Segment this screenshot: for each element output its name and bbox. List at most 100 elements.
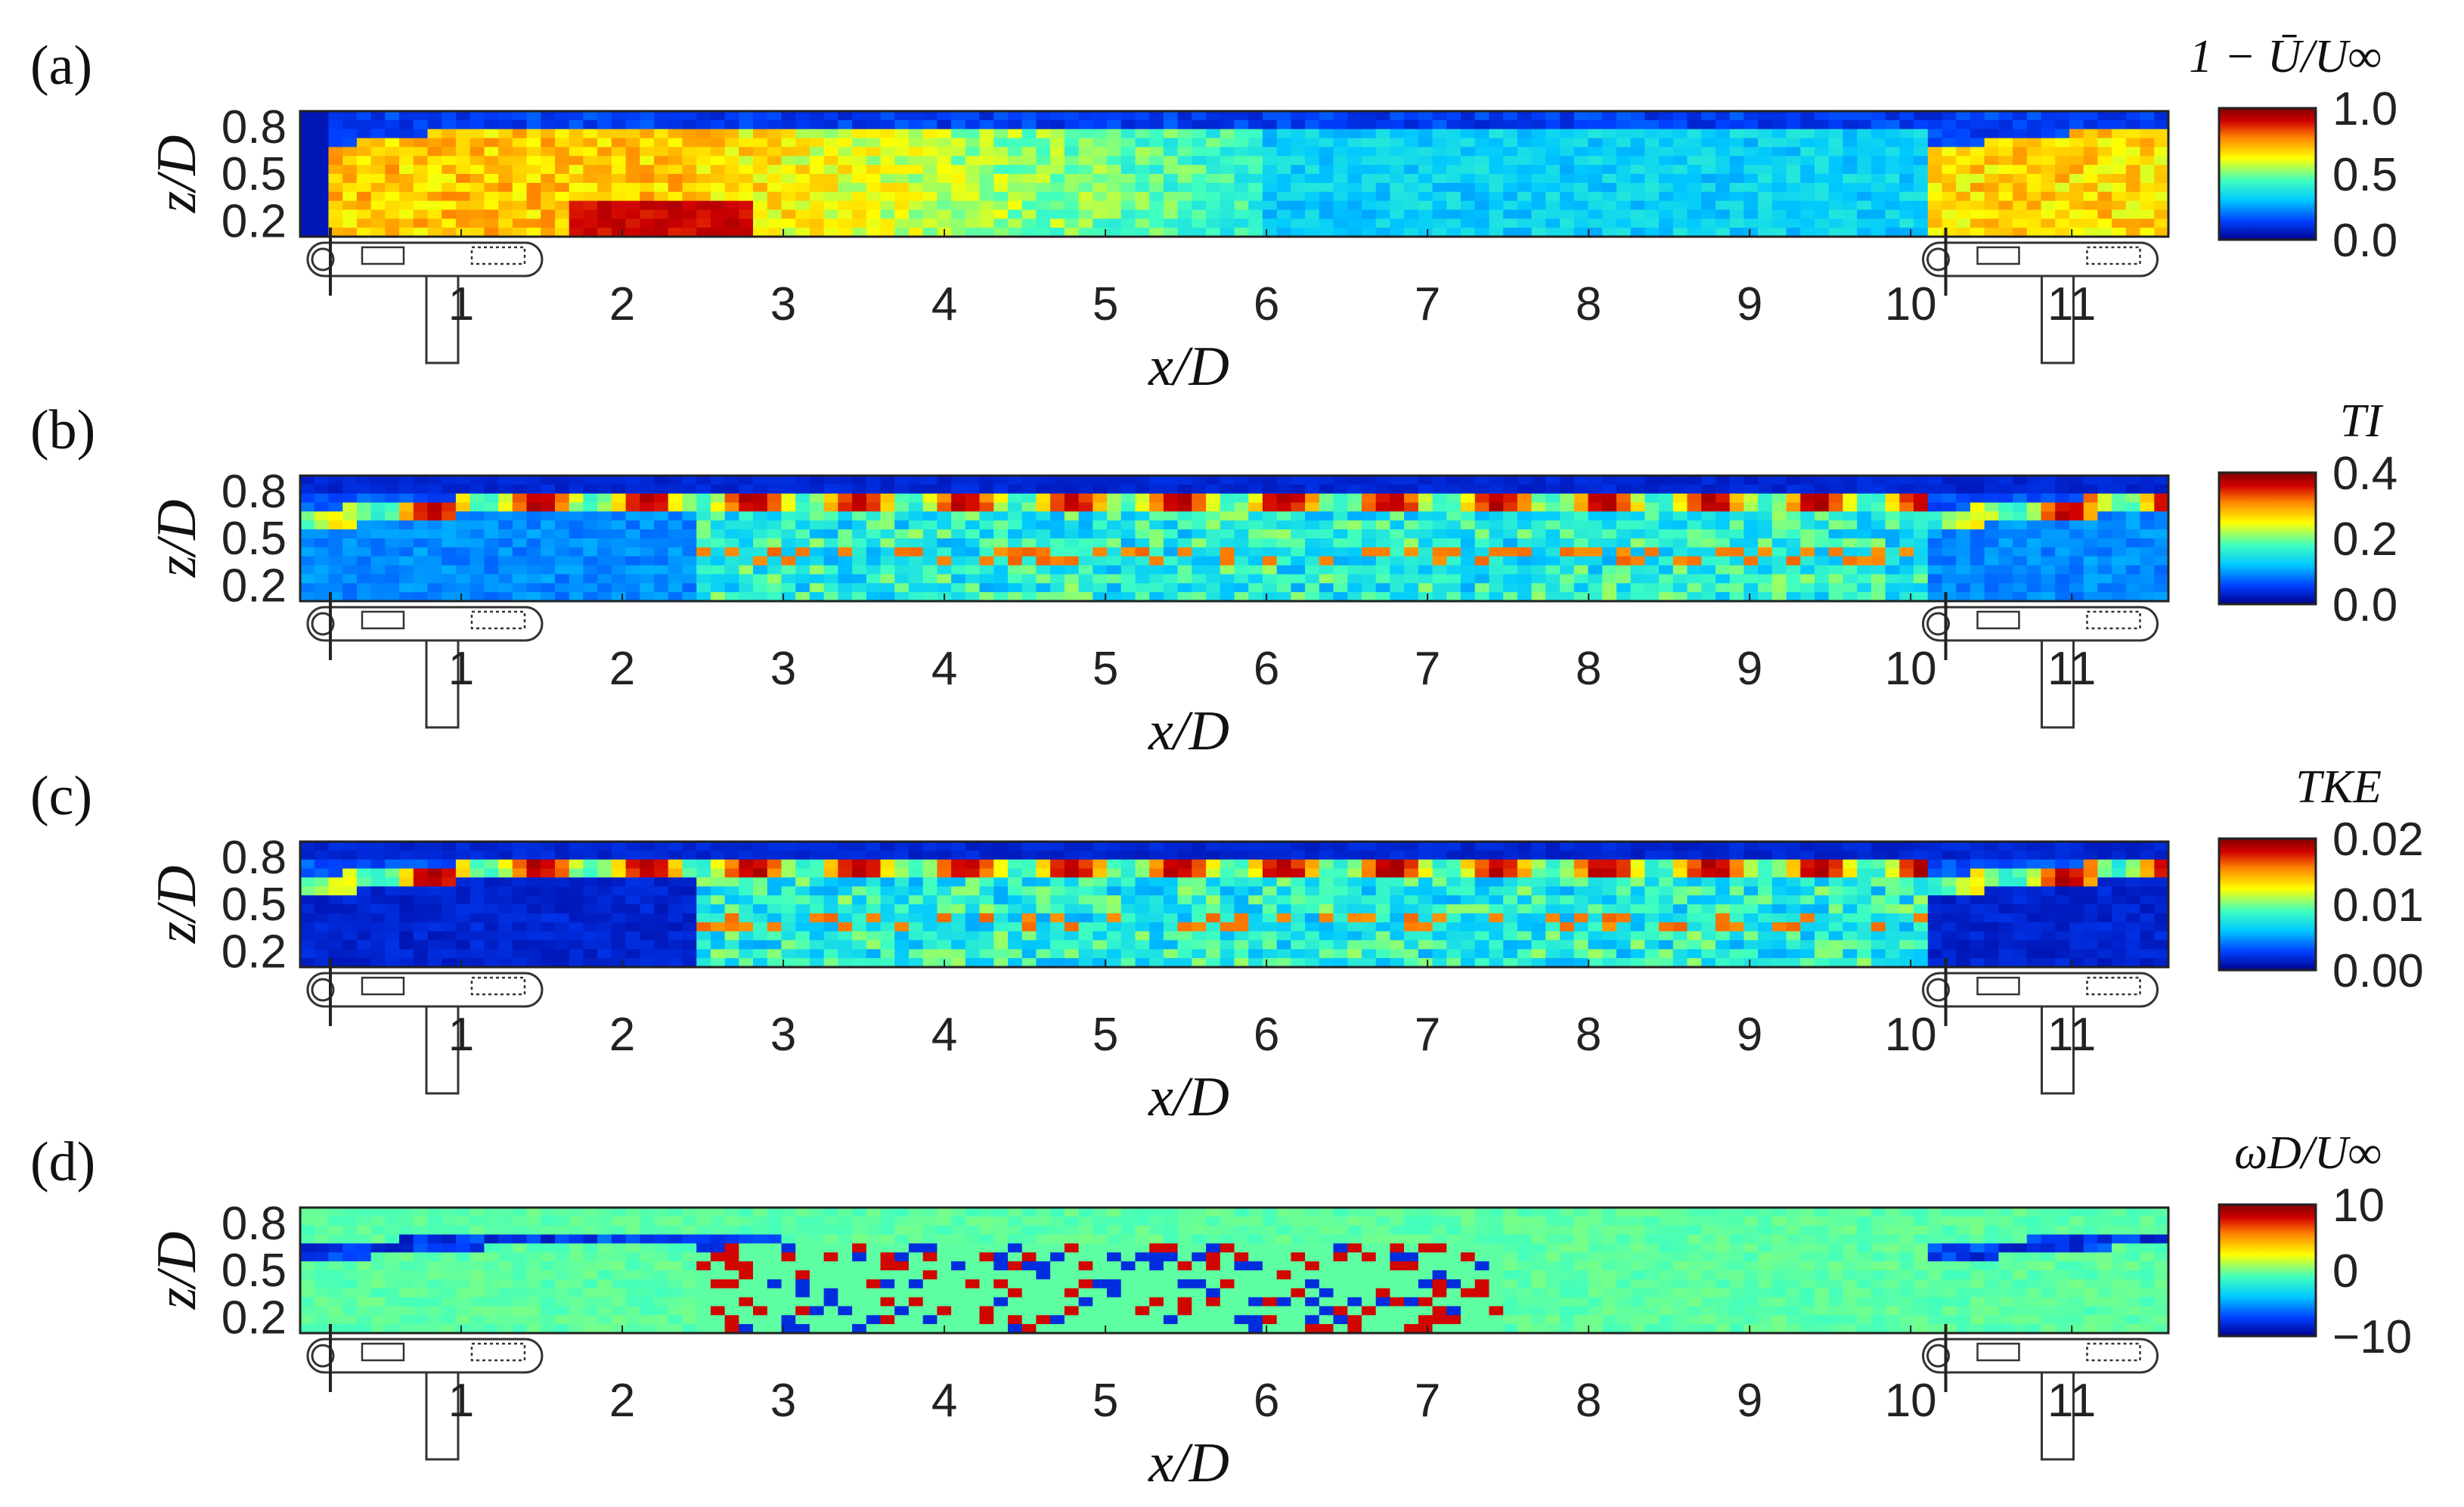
heatmap-cell: [1956, 174, 1971, 184]
heatmap-cell: [1008, 958, 1023, 968]
heatmap-cell: [1078, 191, 1093, 202]
heatmap-cell: [1503, 182, 1518, 193]
heatmap-cell: [512, 940, 528, 950]
heatmap-cell: [1843, 476, 1858, 485]
heatmap-cell: [1758, 520, 1773, 530]
heatmap-cell: [1815, 182, 1830, 193]
heatmap-cell: [1291, 209, 1306, 219]
heatmap-cell: [1573, 538, 1589, 548]
heatmap-cell: [1276, 850, 1291, 860]
heatmap-cell: [2041, 520, 2056, 530]
heatmap-cell: [1036, 502, 1051, 513]
heatmap-cell: [442, 850, 457, 860]
heatmap-cell: [654, 538, 669, 548]
heatmap-cell: [1107, 520, 1122, 530]
heatmap-cell: [1163, 156, 1179, 166]
heatmap-cell: [1149, 583, 1164, 593]
heatmap-cell: [2112, 191, 2127, 202]
heatmap-cell: [838, 476, 853, 485]
heatmap-cell: [809, 511, 825, 521]
heatmap-cell: [1771, 592, 1787, 602]
heatmap-cell: [710, 940, 726, 950]
heatmap-cell: [1404, 583, 1419, 593]
heatmap-cell: [1192, 949, 1207, 959]
heatmap-cell: [922, 502, 938, 513]
heatmap-cell: [1984, 156, 1999, 166]
heatmap-cell: [838, 219, 853, 228]
heatmap-cell: [300, 129, 315, 139]
heatmap-cell: [767, 958, 783, 968]
heatmap-cell: [739, 556, 754, 566]
heatmap-cell: [1942, 147, 1957, 157]
heatmap-cell: [2041, 138, 2056, 148]
heatmap-cell: [1729, 574, 1744, 584]
heatmap-cell: [1716, 547, 1731, 557]
heatmap-cell: [682, 877, 697, 887]
heatmap-cell: [1970, 119, 1985, 130]
heatmap-cell: [880, 859, 895, 870]
heatmap-cell: [696, 565, 711, 575]
heatmap-cell: [1206, 868, 1221, 879]
heatmap-cell: [1800, 583, 1815, 593]
heatmap-cell: [555, 958, 570, 968]
heatmap-cell: [1927, 138, 1943, 148]
heatmap-cell: [2013, 182, 2028, 193]
heatmap-cell: [951, 191, 966, 202]
heatmap-cell: [1291, 940, 1306, 950]
heatmap-cell: [1404, 886, 1419, 896]
heatmap-cell: [1786, 174, 1801, 184]
heatmap-cell: [753, 138, 768, 148]
heatmap-cell: [866, 147, 882, 157]
heatmap-cell: [1050, 850, 1065, 860]
heatmap-cell: [767, 940, 783, 950]
heatmap-cell: [1771, 129, 1787, 139]
heatmap-cell: [965, 502, 981, 513]
heatmap-cell: [1461, 200, 1476, 211]
heatmap-cell: [555, 119, 570, 130]
heatmap-cell: [1630, 228, 1645, 237]
heatmap-cell: [300, 174, 315, 184]
heatmap-cell: [1333, 484, 1348, 495]
heatmap-cell: [2083, 476, 2098, 485]
heatmap-cell: [1305, 859, 1320, 870]
heatmap-cell: [724, 165, 739, 175]
heatmap-cell: [2154, 574, 2169, 584]
heatmap-cell: [993, 538, 1009, 548]
heatmap-cell: [993, 877, 1009, 887]
heatmap-cell: [1375, 138, 1390, 148]
heatmap-cell: [1064, 182, 1080, 193]
heatmap-cell: [682, 547, 697, 557]
heatmap-cell: [767, 191, 783, 202]
heatmap-cell: [1149, 484, 1164, 495]
heatmap-cell: [1474, 859, 1489, 870]
heatmap-cell: [583, 592, 598, 602]
heatmap-cell: [1517, 111, 1533, 121]
heatmap-cell: [555, 583, 570, 593]
heatmap-cell: [1531, 165, 1546, 175]
heatmap-cell: [484, 111, 499, 121]
heatmap-cell: [1234, 165, 1249, 175]
heatmap-cell: [937, 547, 952, 557]
heatmap-cell: [838, 859, 853, 870]
heatmap-cell: [1093, 502, 1108, 513]
heatmap-cell: [1644, 156, 1660, 166]
heatmap-cell: [1404, 859, 1419, 870]
heatmap-cell: [1220, 842, 1235, 851]
heatmap-cell: [1262, 520, 1278, 530]
heatmap-cell: [1545, 147, 1561, 157]
heatmap-cell: [1305, 165, 1320, 175]
heatmap-cell: [1870, 129, 1886, 139]
heatmap-cell: [1588, 191, 1603, 202]
heatmap-cell: [724, 200, 739, 211]
heatmap-cell: [1815, 200, 1830, 211]
heatmap-cell: [625, 511, 640, 521]
heatmap-cell: [1375, 850, 1390, 860]
x-tick-label: 10: [1885, 278, 1937, 330]
heatmap-cell: [1276, 520, 1291, 530]
heatmap-cell: [1404, 147, 1419, 157]
heatmap-cell: [2140, 200, 2155, 211]
heatmap-cell: [1163, 520, 1179, 530]
heatmap-cell: [654, 147, 669, 157]
heatmap-cell: [1461, 556, 1476, 566]
heatmap-cell: [1050, 174, 1065, 184]
